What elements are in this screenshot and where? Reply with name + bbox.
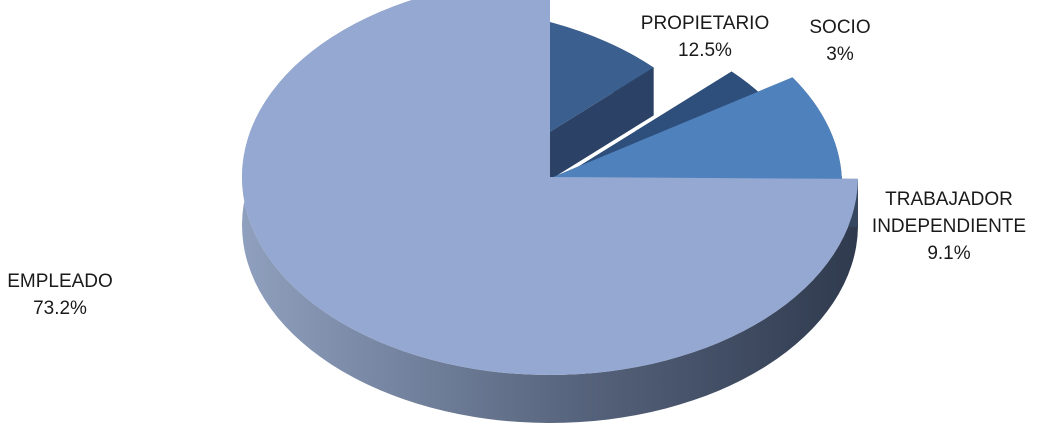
label-empleado-name: EMPLEADO <box>7 271 113 292</box>
label-propietario-value: 12.5% <box>678 40 732 61</box>
label-trabajador-independiente: TRABAJADOR INDEPENDIENTE 9.1% <box>872 186 1026 267</box>
label-empleado: EMPLEADO 73.2% <box>7 268 113 322</box>
label-socio: SOCIO 3% <box>809 14 870 68</box>
slice-top-empleado <box>242 0 858 375</box>
label-empleado-value: 73.2% <box>33 298 87 319</box>
slice-top-trabajador-independiente <box>534 77 843 187</box>
label-socio-name: SOCIO <box>809 17 871 38</box>
label-trabajador-name-1: TRABAJADOR <box>885 189 1013 210</box>
label-trabajador-value: 9.1% <box>927 243 971 264</box>
label-trabajador-name-2: INDEPENDIENTE <box>871 216 1027 237</box>
label-socio-value: 3% <box>826 44 854 65</box>
label-propietario: PROPIETARIO 12.5% <box>641 10 769 64</box>
label-propietario-name: PROPIETARIO <box>640 13 770 34</box>
